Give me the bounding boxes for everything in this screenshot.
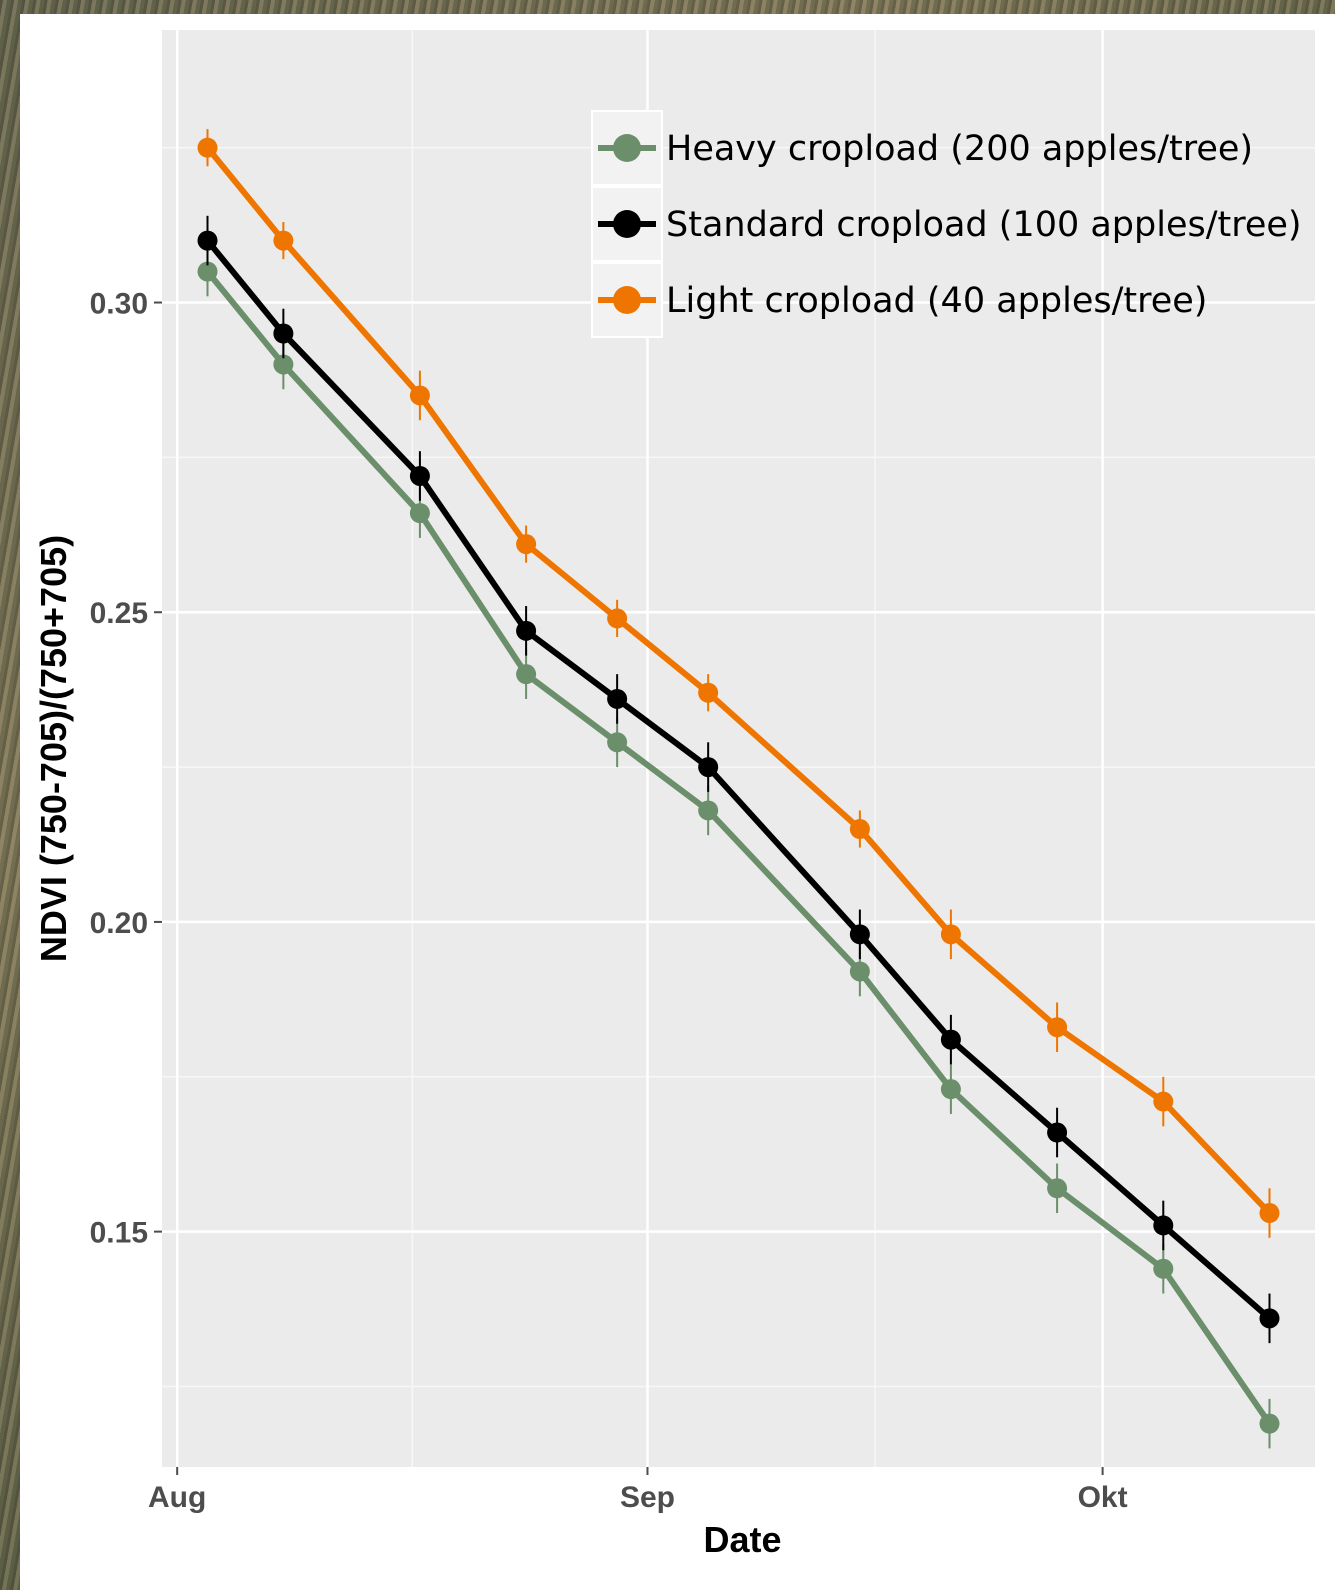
- data-point: [273, 354, 294, 375]
- x-tick-label: Aug: [148, 1481, 206, 1514]
- data-point: [1047, 1178, 1068, 1199]
- series-0: [197, 246, 1280, 1449]
- data-point: [409, 503, 430, 524]
- data-point: [940, 1029, 961, 1050]
- data-point: [1259, 1413, 1280, 1434]
- data-point: [940, 1079, 961, 1100]
- data-point: [197, 230, 218, 251]
- data-point: [197, 137, 218, 158]
- y-tick-label: 0.20: [90, 907, 148, 940]
- data-point: [516, 620, 537, 641]
- data-point: [197, 261, 218, 282]
- data-point: [698, 757, 719, 778]
- legend: Heavy cropload (200 apples/tree) Standard…: [591, 110, 1302, 338]
- data-point: [607, 688, 628, 709]
- data-point: [940, 924, 961, 945]
- data-point: [273, 323, 294, 344]
- y-axis-title: NDVI (750-705)/(750+705): [33, 535, 74, 962]
- x-axis-title: Date: [703, 1519, 781, 1560]
- legend-key-marker: [613, 134, 641, 162]
- y-tick-label: 0.25: [90, 597, 148, 630]
- x-tick-label: Sep: [620, 1481, 675, 1514]
- data-point: [409, 385, 430, 406]
- data-point: [1259, 1308, 1280, 1329]
- series-2: [197, 129, 1280, 1238]
- data-point: [273, 230, 294, 251]
- data-point: [698, 682, 719, 703]
- data-point: [1047, 1122, 1068, 1143]
- grid-minor: [162, 30, 1315, 1467]
- data-point: [849, 924, 870, 945]
- data-point: [1153, 1258, 1174, 1279]
- data-point: [516, 534, 537, 555]
- data-point: [607, 732, 628, 753]
- data-point: [698, 800, 719, 821]
- legend-key-marker: [613, 210, 641, 238]
- legend-label: Standard cropload (100 apples/tree): [666, 205, 1302, 245]
- y-axis-ticks: 0.15 0.20 0.25 0.30: [90, 288, 162, 1250]
- y-tick-label: 0.30: [90, 288, 148, 321]
- data-point: [1047, 1017, 1068, 1038]
- series-1: [197, 215, 1280, 1344]
- data-point: [1153, 1215, 1174, 1236]
- data-point: [849, 961, 870, 982]
- y-tick-label: 0.15: [90, 1217, 148, 1250]
- x-axis-ticks: Aug Sep Okt: [148, 1467, 1128, 1514]
- legend-label: Light cropload (40 apples/tree): [666, 281, 1207, 321]
- data-point: [607, 608, 628, 629]
- data-point: [516, 664, 537, 685]
- data-point: [409, 465, 430, 486]
- data-point: [1153, 1091, 1174, 1112]
- series-layer: [197, 129, 1280, 1449]
- data-point: [849, 819, 870, 840]
- x-tick-label: Okt: [1078, 1481, 1128, 1514]
- plot-background: [162, 30, 1315, 1467]
- legend-label: Heavy cropload (200 apples/tree): [666, 129, 1253, 169]
- legend-key-marker: [613, 286, 641, 314]
- data-point: [1259, 1203, 1280, 1224]
